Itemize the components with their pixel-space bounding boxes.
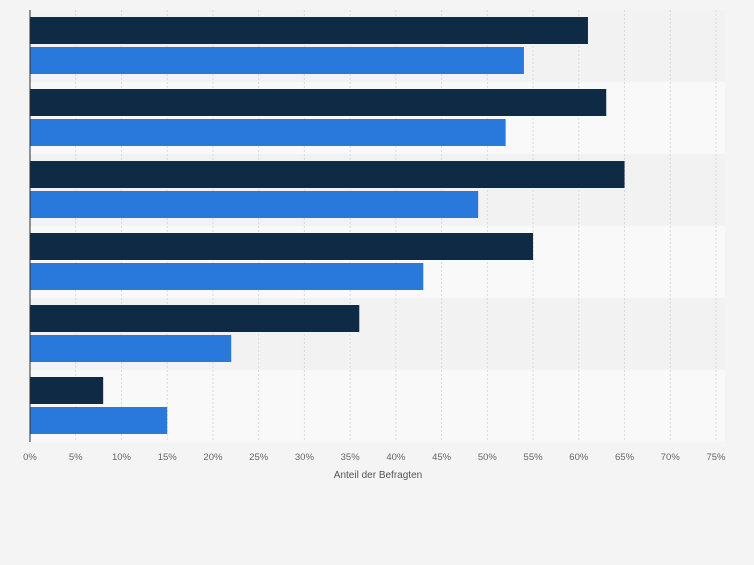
bar-series-2 xyxy=(30,407,168,434)
row-bands xyxy=(30,10,725,442)
bar-series-1 xyxy=(30,17,588,44)
x-tick-label: 25% xyxy=(249,452,269,463)
bar-series-1 xyxy=(30,161,625,188)
bar-series-2 xyxy=(30,119,506,146)
bar-series-1 xyxy=(30,305,360,332)
x-tick-label: 60% xyxy=(569,452,589,463)
x-tick-label: 40% xyxy=(386,452,406,463)
x-tick-label: 15% xyxy=(158,452,178,463)
x-tick-label: 35% xyxy=(341,452,361,463)
bars xyxy=(30,17,625,434)
bar-series-2 xyxy=(30,263,424,290)
x-tick-labels: 0% 5% 10% 15% 20% 25% 30% 35% 40% 45% 50% 55% 60% 65%… xyxy=(23,452,726,463)
bar-series-2 xyxy=(30,191,479,218)
x-tick-label: 50% xyxy=(478,452,498,463)
x-tick-label: 30% xyxy=(295,452,315,463)
x-axis-label: Anteil der Befragten xyxy=(334,470,422,481)
x-tick-label: 45% xyxy=(432,452,452,463)
bar-series-1 xyxy=(30,377,104,404)
x-tick-label: 55% xyxy=(524,452,544,463)
bar-series-2 xyxy=(30,335,232,362)
x-tick-label: 70% xyxy=(661,452,681,463)
x-tick-label: 65% xyxy=(615,452,635,463)
bar-series-1 xyxy=(30,89,607,116)
x-tick-label: 75% xyxy=(706,452,726,463)
x-tick-label: 0% xyxy=(23,452,37,463)
gridlines xyxy=(75,10,717,442)
x-tick-label: 5% xyxy=(69,452,83,463)
x-tick-label: 20% xyxy=(203,452,223,463)
x-tick-label: 10% xyxy=(112,452,132,463)
bar-series-1 xyxy=(30,233,534,260)
bar-series-2 xyxy=(30,47,524,74)
